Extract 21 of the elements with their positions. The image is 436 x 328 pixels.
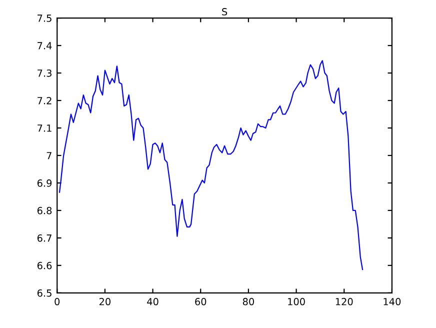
y-tick-label: 7.1 [38, 124, 52, 132]
x-tick-label: 60 [195, 298, 206, 306]
y-tick-label: 6.6 [37, 262, 52, 270]
x-tick-label: 20 [99, 298, 110, 306]
x-tick-label: 140 [384, 298, 401, 306]
x-tick-label: 120 [336, 298, 353, 306]
y-tick-label: 6.7 [37, 234, 52, 242]
chart-title: S [222, 8, 228, 16]
y-tick-label: 7.5 [38, 14, 52, 22]
y-tick-label: 6.8 [37, 206, 52, 214]
line-series [58, 60, 364, 270]
y-tick-label: 6.9 [37, 179, 52, 187]
x-tick-label: 80 [242, 298, 254, 306]
x-tick-label: 0 [54, 298, 60, 306]
y-tick-label: 7 [46, 152, 52, 160]
y-tick-label: 6.5 [37, 289, 52, 297]
y-tick-label: 7.4 [38, 42, 52, 50]
x-tick-label: 40 [147, 298, 158, 306]
y-tick-label: 7.2 [38, 96, 52, 104]
x-tick-label: 100 [288, 298, 305, 306]
y-tick-label: 7.3 [38, 69, 52, 77]
